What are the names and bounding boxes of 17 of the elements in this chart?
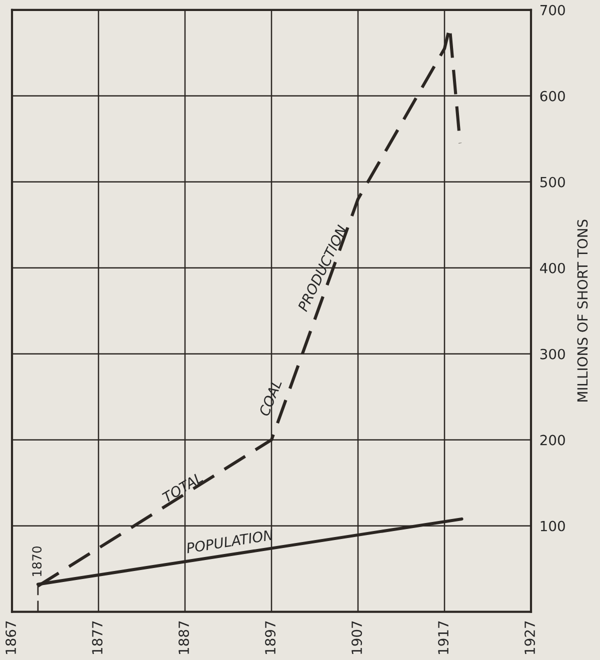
x-tick-label: 1887: [178, 621, 190, 654]
x-tick-label: 1877: [92, 621, 103, 654]
y-tick-label: 100: [540, 520, 565, 532]
x-tick-label: 1867: [6, 621, 16, 654]
y-tick-label: 400: [540, 262, 565, 274]
x-tick-label: 1897: [265, 621, 276, 654]
y-tick-label: 500: [540, 176, 565, 188]
y-tick-label: 700: [540, 4, 565, 16]
y-tick-label: 600: [540, 90, 565, 102]
x-tick-label: 1917: [438, 621, 449, 654]
x-tick-label: 1907: [352, 621, 362, 654]
x-tick-label: 1927: [524, 621, 536, 654]
y-tick-label: 300: [540, 348, 565, 360]
y-tick-label: 200: [540, 434, 565, 446]
ref-line-label: 1870: [32, 546, 42, 576]
y-axis-title: MILLIONS OF SHORT TONS: [577, 220, 588, 402]
annotation: COAL: [258, 378, 282, 417]
